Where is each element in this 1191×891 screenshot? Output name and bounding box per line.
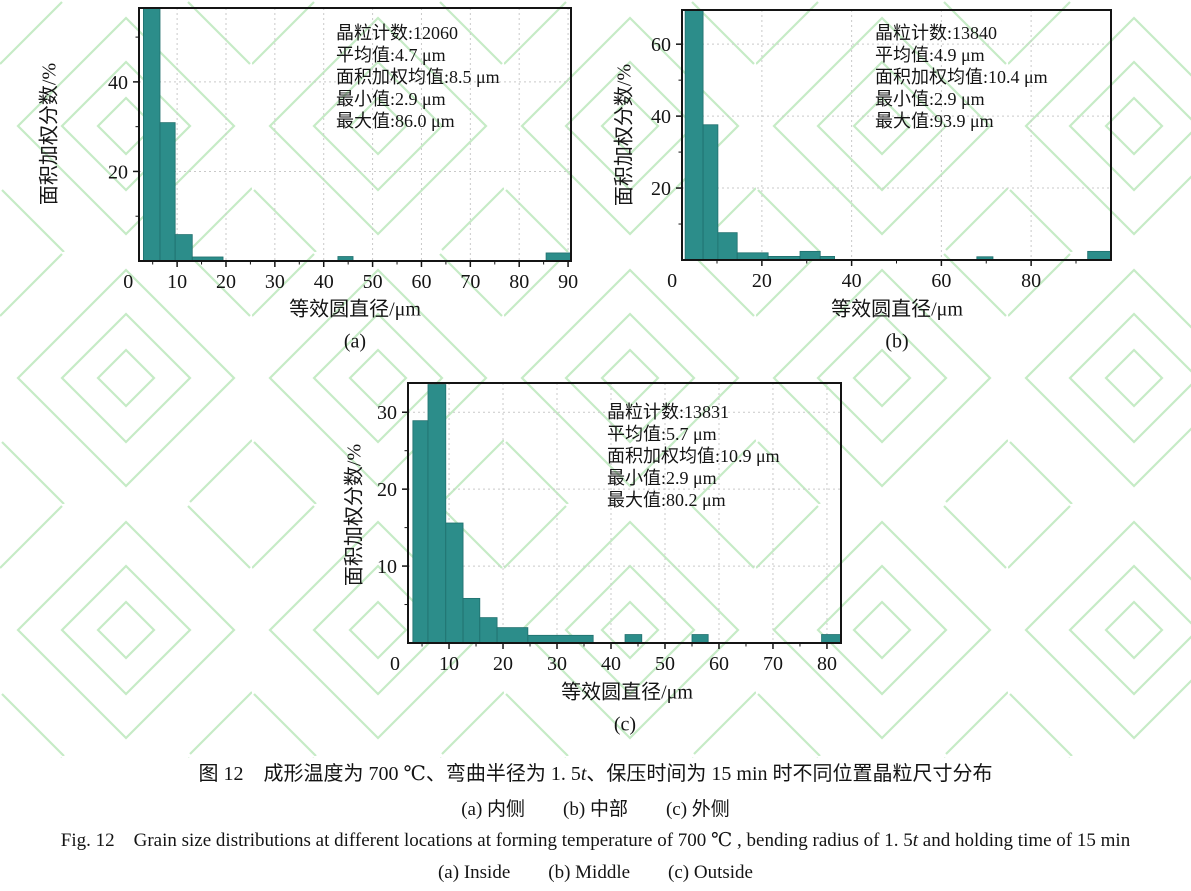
svg-text:60: 60 <box>651 34 671 56</box>
svg-text:50: 50 <box>655 653 675 675</box>
svg-text:30: 30 <box>265 271 285 293</box>
y-axis-label-b: 面积加权分数/% <box>613 63 636 207</box>
svg-text:50: 50 <box>363 271 383 293</box>
x-axis-label-c: 等效圆直径/μm <box>561 681 693 704</box>
svg-text:20: 20 <box>651 178 671 200</box>
svg-text:30: 30 <box>547 653 567 675</box>
caption-en-main: Fig. 12 Grain size distributions at diff… <box>0 829 1191 852</box>
stat-area-weighted-mean-b: 面积加权均值:10.4 μm <box>875 67 1048 87</box>
caption-zh-sub: (a) 内侧 (b) 中部 (c) 外侧 <box>461 799 730 820</box>
svg-text:80: 80 <box>1021 270 1041 292</box>
y-axis-label-a: 面积加权分数/% <box>38 62 61 206</box>
svg-text:20: 20 <box>108 161 128 183</box>
svg-text:40: 40 <box>651 106 671 128</box>
stat-mean-a: 平均值:4.7 μm <box>336 45 446 65</box>
subfigure-label-a: (a) <box>343 330 367 353</box>
caption-en-italic-t: t <box>912 830 919 851</box>
stat-grain-count-a: 晶粒计数:12060 <box>336 23 459 43</box>
svg-text:70: 70 <box>460 271 480 293</box>
x-axis-label-b: 等效圆直径/μm <box>831 298 963 321</box>
caption-zh-pre: 图 12 成形温度为 700 ℃、弯曲半径为 1. 5 <box>198 763 581 785</box>
svg-text:60: 60 <box>931 270 951 292</box>
stats-box-a: 晶粒计数:12060 平均值:4.7 μm 面积加权均值:8.5 μm 最小值:… <box>336 22 500 132</box>
histogram-c-plot: 0 10 20 30 40 50 60 70 80 10 20 30 <box>377 382 842 675</box>
stat-min-c: 最小值:2.9 μm <box>607 468 717 488</box>
stat-max-c: 最大值:80.2 μm <box>607 490 726 510</box>
stat-max-b: 最大值:93.9 μm <box>875 111 994 131</box>
watermark-pattern <box>0 0 1191 758</box>
svg-text:40: 40 <box>842 270 862 292</box>
subfigure-label-b: (b) <box>885 330 909 353</box>
stat-min-b: 最小值:2.9 μm <box>875 89 985 109</box>
svg-text:10: 10 <box>439 653 459 675</box>
stat-max-a: 最大值:86.0 μm <box>336 111 455 131</box>
caption-en-pre: Fig. 12 Grain size distributions at diff… <box>60 830 913 851</box>
svg-text:60: 60 <box>709 653 729 675</box>
svg-text:0: 0 <box>667 270 677 292</box>
stat-grain-count-b: 晶粒计数:13840 <box>875 23 998 43</box>
stat-area-weighted-mean-c: 面积加权均值:10.9 μm <box>607 446 780 466</box>
stats-box-b: 晶粒计数:13840 平均值:4.9 μm 面积加权均值:10.4 μm 最小值… <box>875 22 1048 132</box>
histogram-a-plot: 0 10 20 30 40 50 60 70 80 90 20 40 <box>108 7 578 293</box>
svg-text:0: 0 <box>390 653 400 675</box>
svg-text:0: 0 <box>123 271 133 293</box>
svg-text:10: 10 <box>167 271 187 293</box>
stat-mean-b: 平均值:4.9 μm <box>875 45 985 65</box>
caption-en-sub: (a) Inside (b) Middle (c) Outside <box>437 862 753 883</box>
caption-zh-post: 、保压时间为 15 min 时不同位置晶粒尺寸分布 <box>586 763 993 785</box>
y-axis-label-c: 面积加权分数/% <box>343 443 366 587</box>
svg-text:20: 20 <box>377 479 397 501</box>
svg-text:20: 20 <box>752 270 772 292</box>
svg-text:20: 20 <box>493 653 513 675</box>
svg-text:80: 80 <box>509 271 529 293</box>
subfigure-label-c: (c) <box>613 713 637 736</box>
svg-text:90: 90 <box>558 271 578 293</box>
svg-text:10: 10 <box>377 556 397 578</box>
stat-mean-c: 平均值:5.7 μm <box>607 424 717 444</box>
stat-area-weighted-mean-a: 面积加权均值:8.5 μm <box>336 67 500 87</box>
caption-en-post: and holding time of 15 min <box>918 830 1131 851</box>
svg-text:40: 40 <box>601 653 621 675</box>
histogram-b-plot: 0 20 40 60 80 20 40 60 <box>651 9 1112 292</box>
svg-text:70: 70 <box>763 653 783 675</box>
caption-zh-main: 图 12 成形温度为 700 ℃、弯曲半径为 1. 5t、保压时间为 15 mi… <box>0 757 1191 786</box>
svg-text:30: 30 <box>377 402 397 424</box>
svg-text:20: 20 <box>216 271 236 293</box>
stats-box-c: 晶粒计数:13831 平均值:5.7 μm 面积加权均值:10.9 μm 最小值… <box>607 401 780 511</box>
stat-min-a: 最小值:2.9 μm <box>336 89 446 109</box>
svg-text:40: 40 <box>108 72 128 94</box>
svg-text:40: 40 <box>314 271 334 293</box>
svg-text:80: 80 <box>817 653 837 675</box>
caption-zh-italic-t: t <box>580 763 587 785</box>
stat-grain-count-c: 晶粒计数:13831 <box>607 402 730 422</box>
x-axis-label-a: 等效圆直径/μm <box>289 298 421 321</box>
svg-text:60: 60 <box>411 271 431 293</box>
